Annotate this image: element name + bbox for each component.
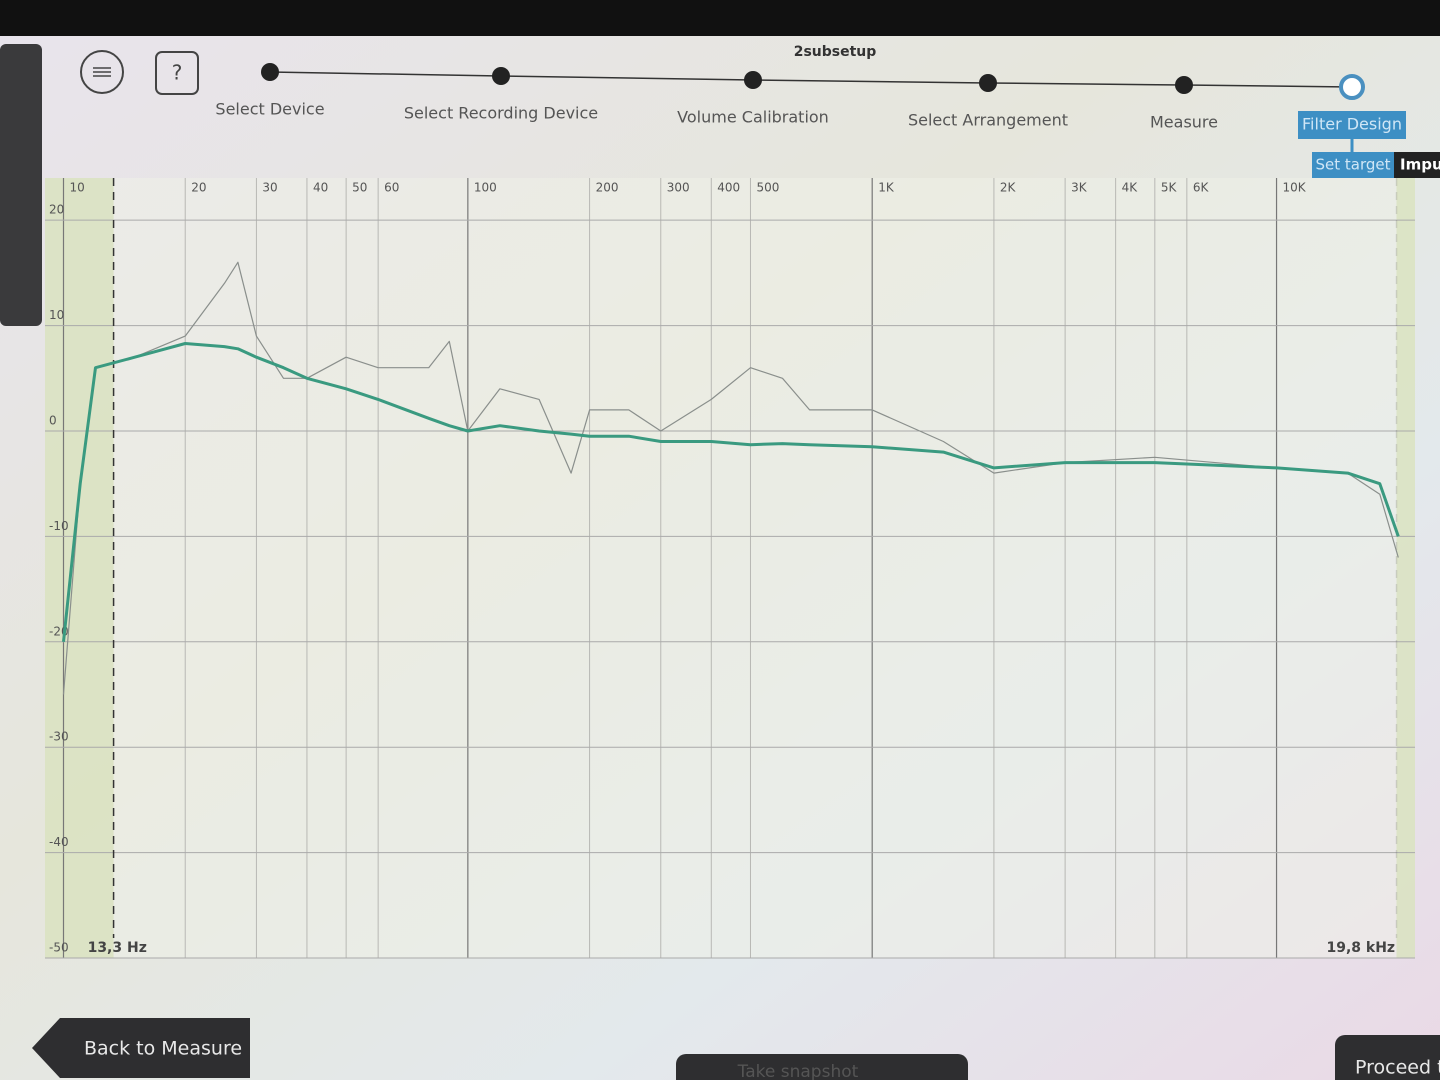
x-tick-label: 200 (596, 181, 619, 195)
y-tick-label: -50 (49, 941, 69, 955)
x-tick-label: 500 (756, 181, 779, 195)
step-dot (492, 67, 510, 85)
snapshot-label[interactable]: Take snapshot (737, 1062, 859, 1080)
back-button-label[interactable]: Back to Measure (84, 1038, 242, 1060)
x-tick-label: 10K (1283, 181, 1307, 195)
plot-area (45, 178, 1415, 958)
x-tick-label: 300 (667, 181, 690, 195)
stepper-line (269, 71, 1353, 88)
out-of-range-band (1396, 178, 1415, 958)
response-curve (62, 342, 1400, 642)
y-tick-label: 20 (49, 203, 64, 217)
out-of-range-band (45, 178, 114, 958)
x-tick-label: 20 (191, 181, 206, 195)
step-label[interactable]: Select Recording Device (404, 104, 598, 123)
back-button[interactable] (32, 1018, 250, 1078)
step-dot-active (1339, 74, 1365, 100)
step-label[interactable]: Select Arrangement (908, 111, 1068, 130)
step-label-box (1298, 111, 1406, 139)
y-tick-label: 0 (49, 413, 57, 427)
step-label[interactable]: Filter Design (1302, 115, 1402, 134)
tab[interactable]: Impu (1400, 156, 1440, 174)
help-icon: ? (172, 61, 183, 85)
snapshot-button[interactable] (676, 1054, 968, 1080)
tab-active (1312, 152, 1394, 178)
step-dot (744, 71, 762, 89)
response-curve (62, 261, 1399, 695)
y-tick-label: -30 (49, 730, 69, 744)
y-tick-label: -10 (49, 519, 69, 533)
step-dot (979, 74, 997, 92)
x-tick-label: 30 (262, 181, 277, 195)
x-tick-label: 10 (70, 181, 85, 195)
proceed-label[interactable]: Proceed t (1355, 1057, 1440, 1079)
menu-icon (93, 67, 111, 77)
x-tick-label: 400 (717, 181, 740, 195)
x-tick-label: 50 (352, 181, 367, 195)
tab[interactable]: Set target (1315, 156, 1390, 174)
step-label[interactable]: Measure (1150, 113, 1218, 132)
x-tick-label: 5K (1161, 181, 1178, 195)
step-label[interactable]: Select Device (215, 100, 324, 119)
side-panel (0, 44, 42, 326)
y-tick-label: -40 (49, 835, 69, 849)
step-dot (261, 63, 279, 81)
step-dot (1175, 76, 1193, 94)
x-tick-label: 40 (313, 181, 328, 195)
project-title: 2subsetup (794, 44, 877, 60)
x-tick-label: 4K (1122, 181, 1139, 195)
x-tick-label: 100 (474, 181, 497, 195)
x-tick-label: 1K (878, 181, 895, 195)
menu-button[interactable] (80, 50, 124, 94)
x-tick-label: 3K (1071, 181, 1088, 195)
help-button[interactable] (155, 51, 199, 95)
x-tick-label: 6K (1193, 181, 1210, 195)
x-tick-label: 60 (384, 181, 399, 195)
proceed-button[interactable] (1335, 1035, 1440, 1080)
frequency-limit-label: 19,8 kHz (1326, 940, 1395, 956)
y-tick-label: 10 (49, 308, 64, 322)
step-label[interactable]: Volume Calibration (677, 108, 829, 127)
x-tick-label: 2K (1000, 181, 1017, 195)
frequency-limit-label: 13,3 Hz (88, 940, 147, 956)
